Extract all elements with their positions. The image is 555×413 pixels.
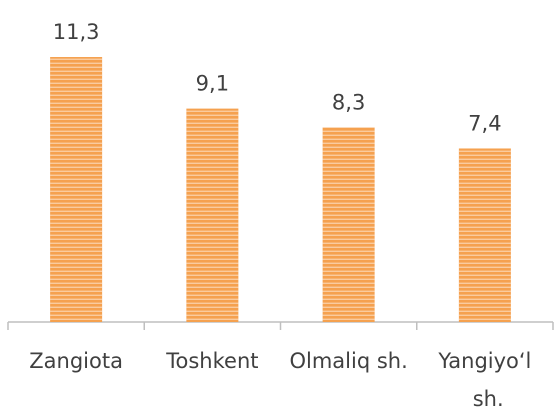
value-label: 11,3	[53, 20, 100, 44]
value-label: 8,3	[332, 90, 365, 114]
x-tick-label: Zangiota	[29, 349, 123, 373]
x-tick-label: Toshkent	[165, 349, 258, 373]
x-tick-label: Olmaliq sh.	[289, 349, 407, 373]
value-label: 7,4	[468, 111, 501, 135]
x-tick-label: Yangiyo‘l sh.	[437, 349, 531, 411]
bar-texture	[458, 148, 511, 322]
bar-texture	[186, 108, 239, 322]
bar-texture	[50, 57, 103, 322]
value-label: 9,1	[196, 72, 229, 96]
bar-texture	[322, 127, 375, 323]
